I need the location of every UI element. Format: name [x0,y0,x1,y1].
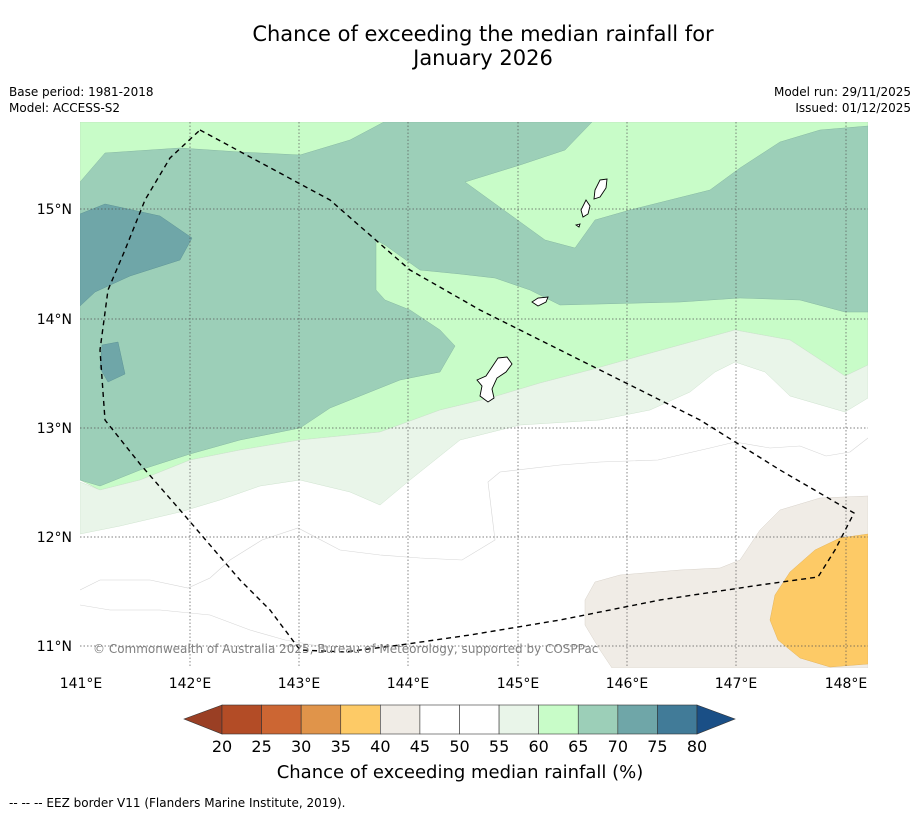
colorbar-tick-label: 45 [410,737,430,756]
eez-border [99,129,855,653]
colorbar-tick-label: 65 [568,737,588,756]
lon-label-144e: 144°E [387,676,430,692]
lon-label-145e: 145°E [497,676,540,692]
colorbar-tick-label: 60 [528,737,548,756]
faint-contours [80,437,868,649]
island-saipan [593,178,608,200]
colorbar-boxes [221,704,698,735]
islands [476,178,608,403]
colorbar-tick-label: 55 [489,737,509,756]
lat-label-15n: 15°N [37,202,72,218]
contour-55-60 [80,329,868,535]
colorbar-under-arrow [183,704,223,735]
longitude-labels: 141°E 142°E 143°E 144°E 145°E 146°E 147°… [60,676,868,692]
colorbar-tick-label: 75 [647,737,667,756]
colorbar-segment [261,704,302,735]
colorbar-segment [498,704,539,735]
latitude-labels: 15°N 14°N 13°N 12°N 11°N [37,202,72,655]
island-guam [476,356,513,403]
colorbar-tick-label: 25 [251,737,271,756]
contour-65-70 [80,122,868,487]
lon-label-143e: 143°E [278,676,321,692]
colorbar-segment [538,704,579,735]
colorbar-tick-label: 20 [212,737,232,756]
colorbar-segment [419,704,460,735]
colorbar-tick-label: 50 [449,737,469,756]
colorbar-segment [221,704,262,735]
lat-label-12n: 12°N [37,530,72,546]
colorbar-segment [459,704,500,735]
colorbar-tick-label: 70 [608,737,628,756]
title-line-2: January 2026 [413,46,553,70]
lat-label-11n: 11°N [37,639,72,655]
meta-left: Base period: 1981-2018 Model: ACCESS-S2 [9,84,154,116]
colorbar-segment [657,704,698,735]
contour-70-75-south [99,341,126,383]
colorbar-segment [577,704,619,735]
model-name: Model: ACCESS-S2 [9,101,121,115]
island-aguijan [574,223,581,228]
copyright-text: © Commonwealth of Australia 2025, Bureau… [93,642,598,656]
footnote-eez: -- -- -- EEZ border V11 (Flanders Marine… [9,796,346,810]
issued-date: Issued: 01/12/2025 [795,101,911,115]
colorbar-label: Chance of exceeding median rainfall (%) [277,762,644,783]
colorbar-segment [617,704,658,735]
lon-label-142e: 142°E [169,676,212,692]
map-plot: © Commonwealth of Australia 2025, Bureau… [80,122,868,668]
lon-label-141e: 141°E [60,676,103,692]
colorbar-tick-label: 30 [291,737,311,756]
meta-right: Model run: 29/11/2025 Issued: 01/12/2025 [774,84,911,116]
lon-label-148e: 148°E [825,676,868,692]
lon-label-146e: 146°E [606,676,649,692]
lat-label-14n: 14°N [37,312,72,328]
colorbar-tick-label: 40 [370,737,390,756]
lat-label-13n: 13°N [37,421,72,437]
colorbar-tick-label: 35 [331,737,351,756]
contour-70-75-west [80,203,193,307]
colorbar-tick-labels: 20 25 30 35 40 45 50 55 60 65 70 75 80 [212,737,707,756]
chart-title: Chance of exceeding the median rainfall … [0,22,919,70]
contour-35-40 [769,533,868,668]
colorbar-tick-label: 80 [687,737,707,756]
colorbar: 20 25 30 35 40 45 50 55 60 65 70 75 80 Chance of exc… [183,704,736,783]
colorbar-segment [300,704,342,735]
base-period: Base period: 1981-2018 [9,85,154,99]
colorbar-segment [340,704,381,735]
gridlines [80,122,868,668]
island-rota [531,296,549,307]
colorbar-over-arrow [696,704,736,735]
island-tinian [580,199,591,218]
colorbar-segment [380,704,421,735]
lon-label-147e: 147°E [715,676,758,692]
model-run: Model run: 29/11/2025 [773,85,911,99]
title-line-1: Chance of exceeding the median rainfall … [252,22,714,46]
